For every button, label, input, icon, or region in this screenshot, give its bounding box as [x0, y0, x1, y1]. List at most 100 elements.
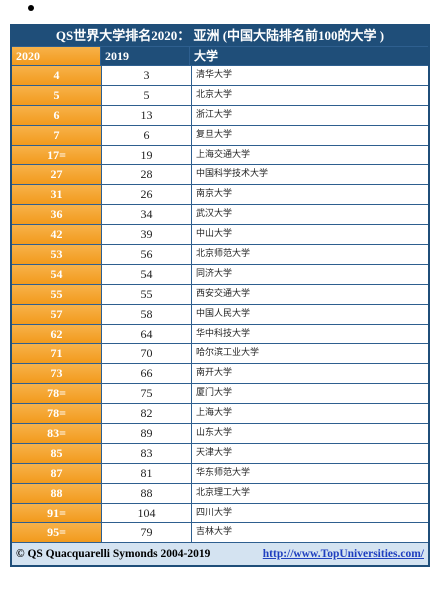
cell: 19: [102, 145, 192, 165]
cell: 82: [102, 404, 192, 424]
cell: 北京大学: [196, 89, 233, 100]
cell: 南开大学: [196, 368, 233, 379]
cell: 89: [102, 424, 192, 443]
header-cell: 2020: [12, 47, 101, 65]
cell: 53: [12, 245, 102, 264]
cell: 62: [12, 324, 102, 344]
cell: 81: [102, 463, 192, 483]
bullet: [28, 5, 34, 11]
cell: 28: [102, 165, 192, 185]
table-row: 42 39 中山大学: [12, 224, 428, 245]
cell: 27: [12, 165, 102, 185]
cell: 北京理工大学: [196, 487, 251, 498]
cell: 54: [12, 264, 102, 284]
cell: 6: [102, 125, 192, 145]
table-row: 7 6 复旦大学: [12, 124, 428, 145]
cell: 复旦大学: [196, 129, 233, 140]
cell: 华中科技大学: [196, 328, 251, 339]
cell: 88: [12, 483, 102, 503]
cell: 26: [102, 185, 192, 205]
cell: 17=: [12, 145, 102, 165]
cell: 13: [102, 105, 192, 125]
cell: 36: [12, 205, 102, 225]
cell: 78=: [12, 384, 102, 404]
table-row: 71 70 哈尔滨工业大学: [12, 343, 428, 364]
cell: 山东大学: [196, 428, 233, 439]
table-row: 36 34 武汉大学: [12, 204, 428, 225]
cell: 71: [12, 344, 102, 364]
table-title: QS世界大学排名2020： 亚洲 (中国大陆排名前100的大学 ): [12, 26, 428, 46]
copyright: © QS Quacquarelli Symonds 2004-2019: [16, 548, 211, 561]
header-cell: 2019: [101, 47, 190, 65]
cell: 87: [12, 463, 102, 483]
cell: 清华大学: [196, 70, 233, 80]
table-row: 95= 79 吉林大学: [12, 522, 428, 543]
table-row: 54 54 同济大学: [12, 263, 428, 284]
cell: 57: [12, 304, 102, 324]
cell: 88: [102, 483, 192, 503]
cell: 4: [12, 66, 102, 85]
cell: 42: [12, 225, 102, 245]
cell: 浙江大学: [196, 109, 233, 120]
table-row: 62 64 华中科技大学: [12, 323, 428, 344]
table-row: 78= 82 上海大学: [12, 403, 428, 424]
table-row: 53 56 北京师范大学: [12, 244, 428, 264]
cell: 39: [102, 225, 192, 245]
table-row: 88 88 北京理工大学: [12, 482, 428, 503]
cell: 56: [102, 245, 192, 264]
table-row: 55 55 西安交通大学: [12, 283, 428, 304]
cell: 3: [102, 66, 192, 85]
cell: 上海交通大学: [196, 149, 251, 160]
cell: 70: [102, 344, 192, 364]
cell: 55: [102, 284, 192, 304]
cell: 85: [12, 443, 102, 463]
header-row: 2020 2019 大学: [12, 46, 428, 65]
cell: 中国人民大学: [196, 308, 251, 319]
table-row: 5 5 北京大学: [12, 84, 428, 105]
table-row: 17= 19 上海交通大学: [12, 144, 428, 165]
table-row: 31 26 南京大学: [12, 184, 428, 205]
cell: 78=: [12, 404, 102, 424]
cell: 南京大学: [196, 189, 233, 200]
cell: 5: [102, 85, 192, 105]
cell: 哈尔滨工业大学: [196, 348, 260, 359]
table-row: 83= 89 山东大学: [12, 423, 428, 443]
table-row: 6 13 浙江大学: [12, 104, 428, 125]
cell: 武汉大学: [196, 209, 233, 220]
link[interactable]: http://www.TopUniversities.com/: [262, 548, 424, 561]
table-row: 4 3 清华大学: [12, 65, 428, 85]
cell: 四川大学: [196, 507, 233, 518]
cell: 104: [102, 503, 192, 523]
cell: 北京师范大学: [196, 249, 251, 260]
cell: 79: [102, 523, 192, 543]
table-row: 73 66 南开大学: [12, 363, 428, 384]
cell: 厦门大学: [196, 388, 233, 399]
cell: 6: [12, 105, 102, 125]
table-row: 78= 75 厦门大学: [12, 383, 428, 404]
cell: 天津大学: [196, 447, 233, 458]
cell: 75: [102, 384, 192, 404]
cell: 31: [12, 185, 102, 205]
header-cell: 大学: [190, 47, 428, 65]
cell: 同济大学: [196, 268, 233, 279]
table-row: 87 81 华东师范大学: [12, 462, 428, 483]
cell: 91=: [12, 503, 102, 523]
cell: 5: [12, 85, 102, 105]
footer: © QS Quacquarelli Symonds 2004-2019 http…: [12, 542, 428, 566]
table-body: 4 3 清华大学 5 5 北京大学 6 13 浙江大学 7 6 复旦大学 17= 19 上海交通大学 27 28…: [12, 65, 428, 543]
cell: 64: [102, 324, 192, 344]
cell: 95=: [12, 523, 102, 543]
cell: 73: [12, 364, 102, 384]
table-row: 27 28 中国科学技术大学: [12, 164, 428, 185]
table-row: 57 58 中国人民大学: [12, 303, 428, 324]
cell: 西安交通大学: [196, 288, 251, 299]
cell: 上海大学: [196, 408, 233, 419]
cell: 吉林大学: [196, 527, 233, 538]
cell: 7: [12, 125, 102, 145]
table-row: 85 83 天津大学: [12, 442, 428, 463]
cell: 54: [102, 264, 192, 284]
cell: 83: [102, 443, 192, 463]
cell: 58: [102, 304, 192, 324]
cell: 55: [12, 284, 102, 304]
